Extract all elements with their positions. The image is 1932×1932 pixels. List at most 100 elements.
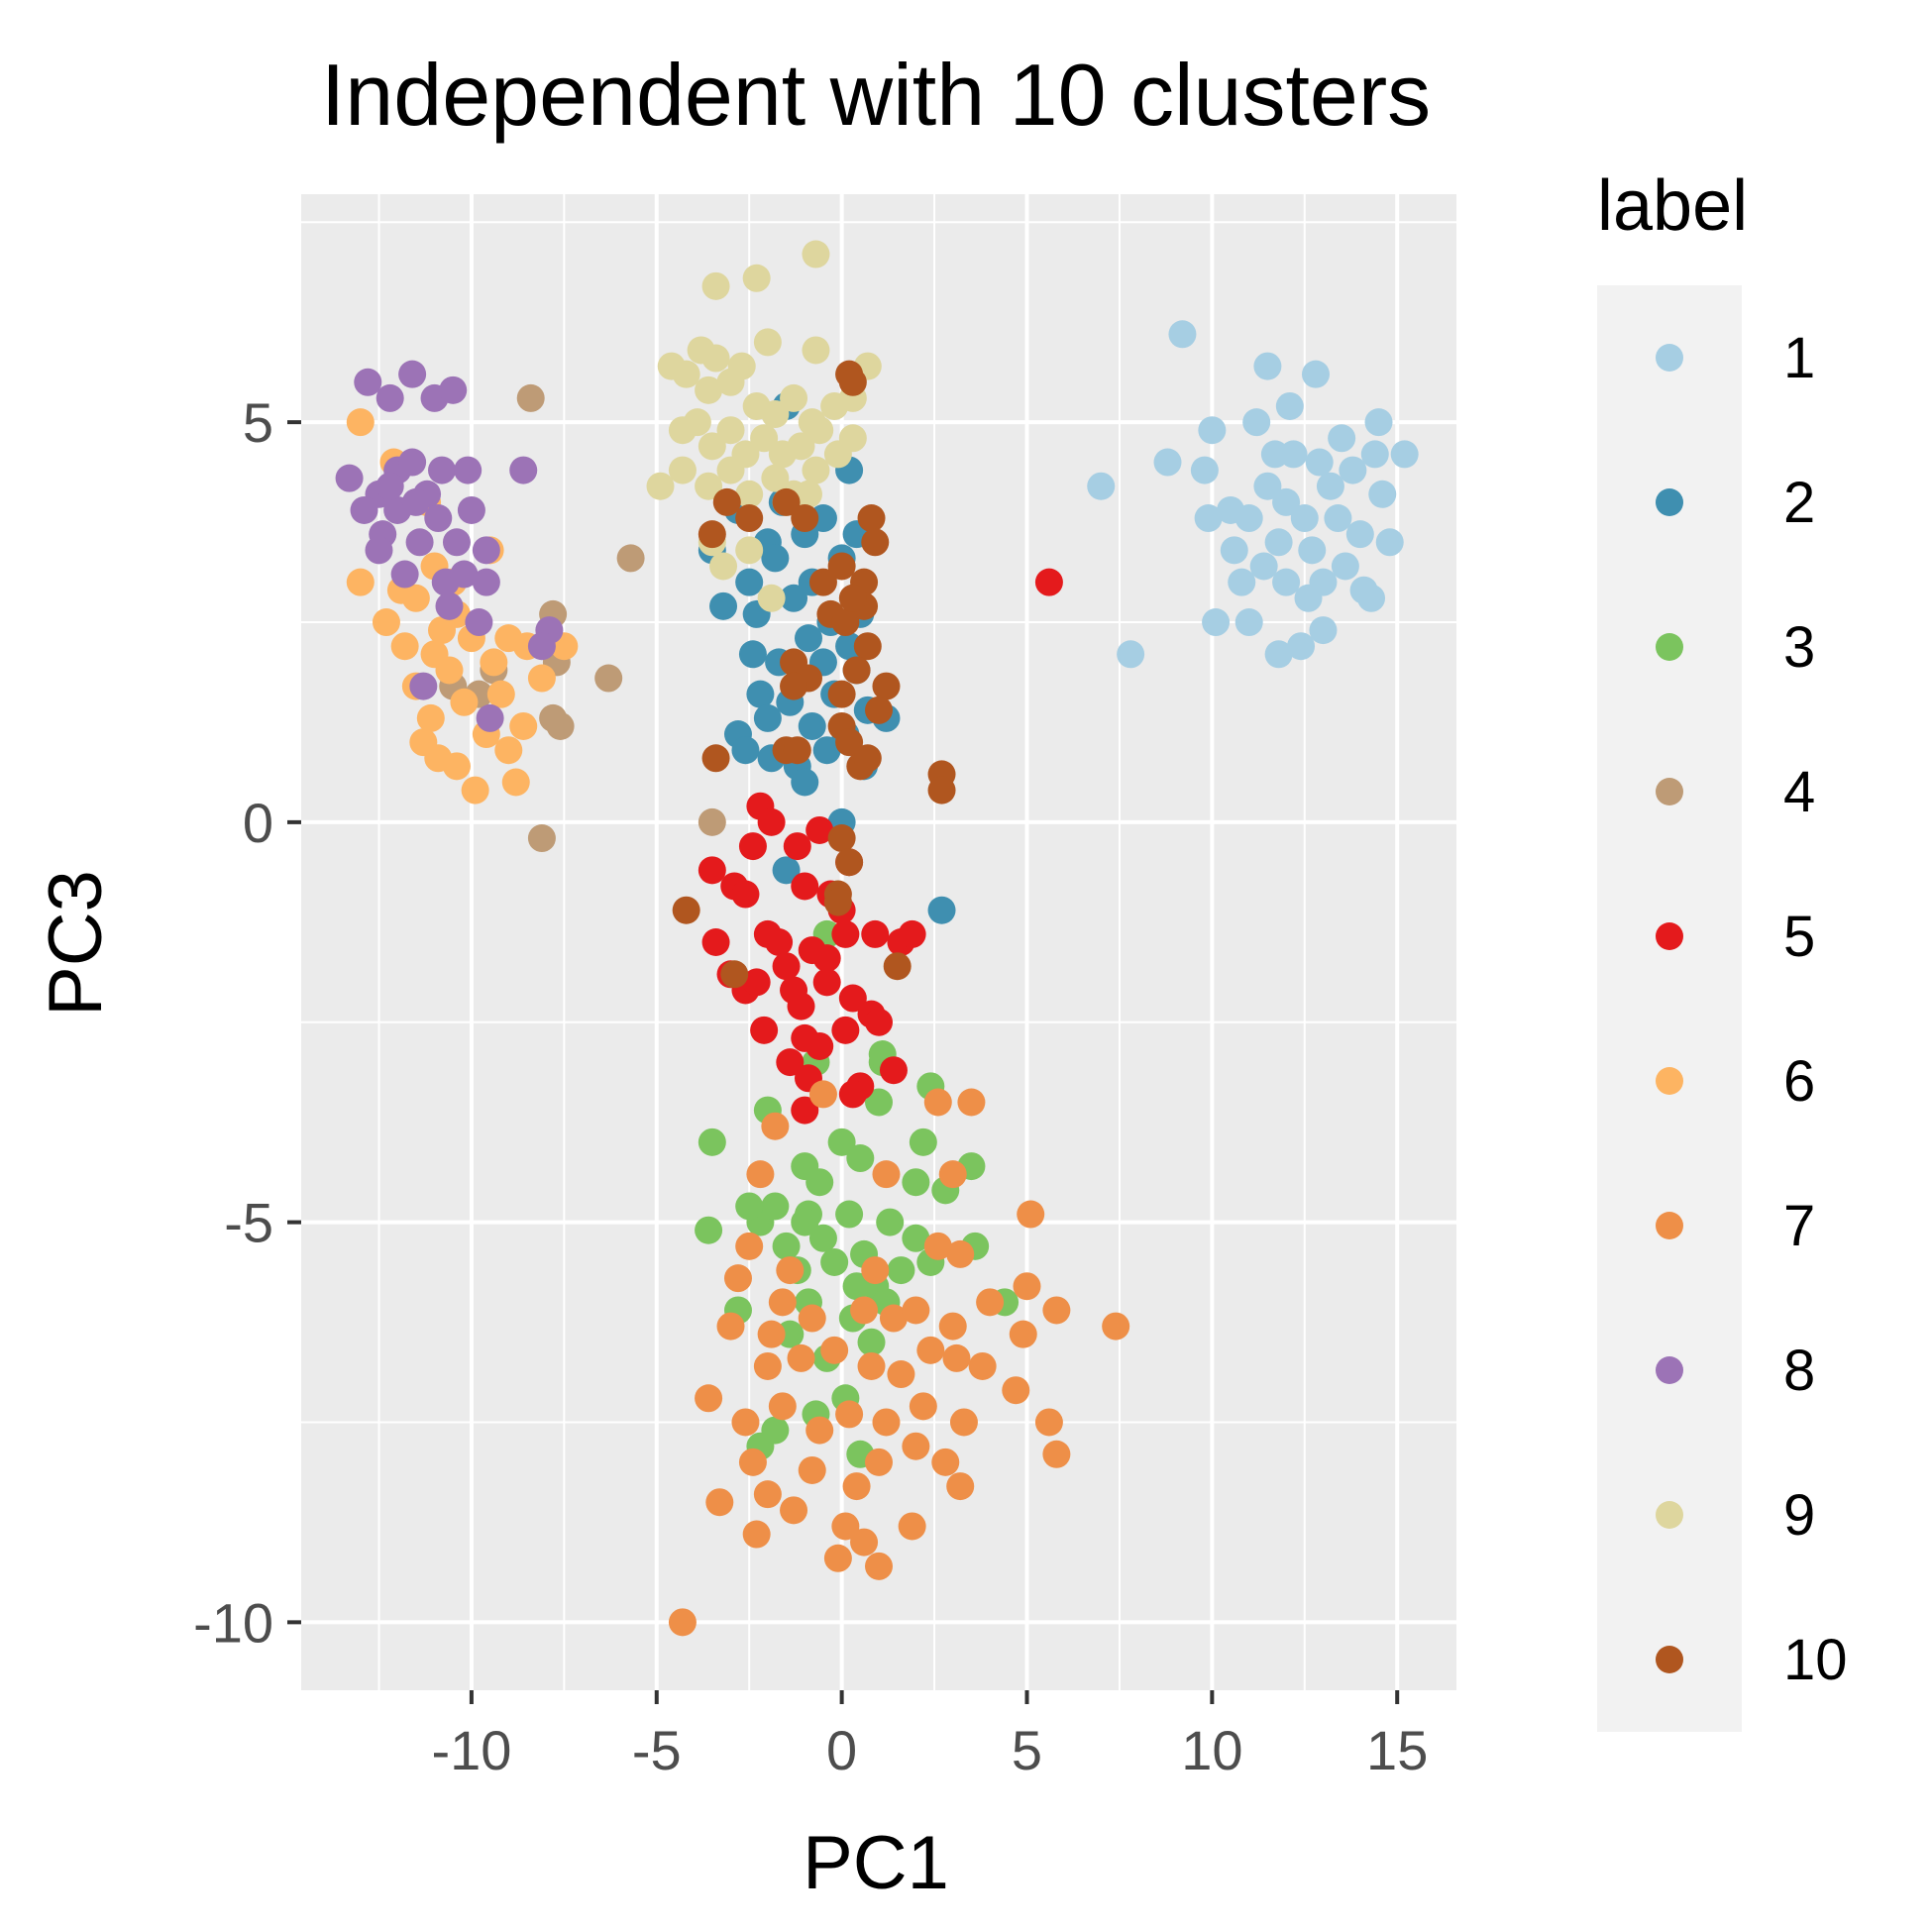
point-series-7 — [746, 1160, 775, 1189]
point-series-7 — [857, 1351, 886, 1380]
point-series-4 — [594, 664, 623, 693]
x-axis-title: PC1 — [803, 1821, 949, 1905]
point-series-5 — [898, 919, 926, 948]
point-series-5 — [731, 880, 760, 909]
point-series-6 — [461, 776, 489, 805]
x-axis: -10 -5 0 5 10 15 — [431, 1690, 1428, 1781]
point-series-1 — [1368, 480, 1397, 508]
point-series-2 — [753, 703, 782, 732]
point-series-7 — [831, 1512, 860, 1541]
point-series-1 — [1087, 472, 1116, 500]
point-series-1 — [1253, 472, 1282, 500]
legend-item-3: 3 — [1656, 615, 1815, 680]
point-series-1 — [1287, 632, 1316, 661]
point-series-7 — [946, 1239, 975, 1268]
point-series-3 — [761, 1192, 790, 1221]
legend-item-5: 5 — [1656, 905, 1815, 969]
point-series-10 — [853, 744, 882, 773]
point-series-10 — [827, 824, 856, 853]
point-series-1 — [1364, 408, 1393, 437]
point-series-5 — [805, 815, 834, 844]
point-series-10 — [838, 368, 867, 396]
series-9 — [646, 240, 882, 612]
point-series-6 — [372, 608, 400, 637]
point-series-7 — [780, 1496, 808, 1525]
point-series-10 — [857, 504, 886, 533]
series-7 — [668, 1080, 1130, 1637]
point-series-7 — [757, 1320, 786, 1348]
point-series-7 — [872, 1160, 901, 1189]
point-series-9 — [805, 416, 834, 445]
point-series-4 — [527, 824, 556, 853]
point-series-7 — [931, 1448, 960, 1476]
legend-label-6: 6 — [1783, 1049, 1815, 1114]
point-series-6 — [416, 703, 445, 732]
point-series-1 — [1168, 320, 1197, 349]
point-series-10 — [823, 888, 852, 916]
point-series-7 — [805, 1416, 834, 1445]
point-series-10 — [720, 960, 749, 989]
legend-label-7: 7 — [1783, 1194, 1815, 1258]
point-series-1 — [1117, 640, 1145, 669]
point-series-7 — [735, 1232, 764, 1260]
point-series-5 — [838, 984, 867, 1013]
point-series-7 — [668, 1608, 697, 1637]
point-series-6 — [435, 656, 464, 685]
point-series-9 — [787, 432, 815, 461]
point-series-1 — [1309, 616, 1338, 645]
point-series-6 — [480, 648, 508, 677]
point-series-7 — [1002, 1376, 1030, 1405]
point-series-3 — [791, 1208, 819, 1236]
point-series-8 — [405, 528, 434, 557]
point-series-2 — [780, 584, 808, 612]
point-series-7 — [850, 1296, 879, 1325]
point-series-3 — [772, 1232, 801, 1260]
point-series-3 — [902, 1168, 930, 1197]
point-series-7 — [949, 1408, 978, 1437]
point-series-5 — [831, 1016, 860, 1044]
point-series-2 — [735, 568, 764, 596]
point-series-7 — [742, 1520, 771, 1549]
point-series-1 — [1375, 528, 1404, 557]
point-series-2 — [738, 640, 767, 669]
y-axis: -10 -5 0 5 — [193, 391, 301, 1654]
point-series-9 — [802, 240, 830, 268]
series-1 — [1087, 320, 1419, 669]
y-tick-label: -5 — [224, 1192, 273, 1254]
point-series-1 — [1298, 536, 1327, 565]
point-series-1 — [1242, 408, 1271, 437]
point-series-1 — [1360, 440, 1389, 469]
point-series-8 — [472, 568, 500, 596]
point-series-7 — [753, 1480, 782, 1509]
point-series-7 — [898, 1512, 926, 1541]
point-series-10 — [835, 848, 864, 877]
point-series-10 — [808, 568, 837, 596]
point-series-5 — [776, 1048, 805, 1077]
point-series-9 — [709, 552, 738, 581]
point-series-3 — [902, 1224, 930, 1252]
point-series-9 — [716, 416, 745, 445]
y-axis-title: PC3 — [34, 870, 118, 1017]
point-series-4 — [698, 807, 726, 836]
x-tick-label: 10 — [1181, 1719, 1242, 1781]
legend-key-background — [1597, 285, 1742, 1732]
point-series-9 — [646, 472, 675, 500]
legend-item-8: 8 — [1656, 1339, 1815, 1403]
series-3 — [695, 919, 1020, 1468]
point-series-1 — [1234, 504, 1263, 533]
legend-item-4: 4 — [1656, 760, 1815, 824]
point-series-10 — [835, 728, 864, 757]
point-series-2 — [772, 856, 801, 885]
point-series-9 — [668, 456, 697, 484]
point-series-7 — [923, 1088, 952, 1117]
point-series-7 — [798, 1455, 826, 1484]
legend-key-1 — [1656, 344, 1683, 372]
point-series-6 — [390, 632, 419, 661]
point-series-6 — [450, 688, 479, 716]
point-series-10 — [865, 696, 893, 724]
point-series-7 — [1013, 1272, 1041, 1301]
point-series-8 — [472, 536, 500, 565]
legend-key-10 — [1656, 1646, 1683, 1673]
point-series-7 — [716, 1312, 745, 1341]
point-series-7 — [738, 1448, 767, 1476]
